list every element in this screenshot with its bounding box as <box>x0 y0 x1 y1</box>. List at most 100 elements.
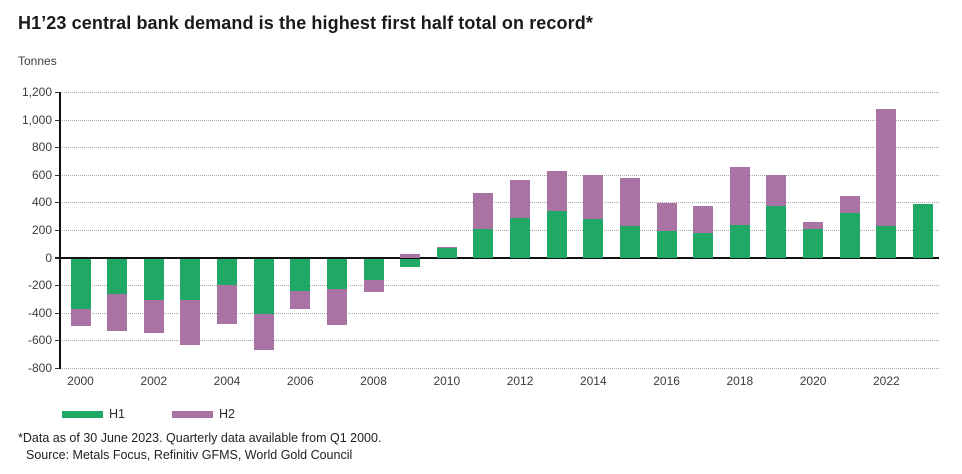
y-tick-1000 <box>55 119 59 121</box>
gridline--600 <box>60 340 939 342</box>
legend-item-h1: H1 <box>62 407 125 421</box>
bar-2017-h2 <box>693 205 714 233</box>
x-tick-label-2008: 2008 <box>360 374 387 388</box>
h1-color-swatch <box>62 410 103 418</box>
bar-2000-h2 <box>70 308 91 326</box>
bar-2016-h2 <box>656 203 677 232</box>
bar-2005-h1 <box>253 258 274 316</box>
y-tick--400 <box>55 312 59 314</box>
gridline-400 <box>60 202 939 204</box>
bar-2022-h1 <box>876 225 897 258</box>
bar-2009-h2 <box>400 254 421 258</box>
footnote: *Data as of 30 June 2023. Quarterly data… <box>18 431 382 445</box>
y-tick-label-600: 600 <box>31 167 52 182</box>
gridline--200 <box>60 285 939 287</box>
y-tick-label-1000: 1,000 <box>21 112 52 127</box>
legend-item-h2: H2 <box>171 407 235 421</box>
bar-2007-h2 <box>326 289 347 326</box>
bar-2018-h1 <box>729 225 750 258</box>
bar-2019-h2 <box>766 174 787 206</box>
chart-legend: H1 H2 <box>62 407 235 421</box>
gridline--800 <box>60 368 939 369</box>
y-tick-600 <box>55 174 59 176</box>
y-axis-line <box>59 92 61 369</box>
bar-2021-h2 <box>839 195 860 214</box>
y-tick-label-0: 0 <box>45 250 52 265</box>
bar-2003-h1 <box>180 258 201 302</box>
bar-2017-h1 <box>693 232 714 258</box>
y-tick-label--200: -200 <box>27 278 52 293</box>
gridline-200 <box>60 230 939 231</box>
gridline-600 <box>60 174 939 176</box>
x-tick-label-2002: 2002 <box>140 374 168 388</box>
h2-color-swatch <box>171 410 213 418</box>
x-tick-label-2014: 2014 <box>579 374 607 388</box>
y-tick-label--400: -400 <box>27 305 52 320</box>
y-tick-200 <box>55 230 59 231</box>
legend-label-h1: H1 <box>109 407 125 421</box>
zero-baseline <box>55 256 939 259</box>
y-tick--600 <box>55 340 59 342</box>
bar-2014-h2 <box>583 174 604 219</box>
x-tick-label-2022: 2022 <box>873 374 900 388</box>
x-tick-label-2010: 2010 <box>433 374 461 388</box>
gridline-800 <box>60 147 939 149</box>
bar-2023-h1 <box>913 203 933 258</box>
bar-2011-h2 <box>473 192 494 230</box>
bar-2012-h1 <box>510 218 531 258</box>
bar-2019-h1 <box>766 205 787 258</box>
gridline-1000 <box>60 119 939 121</box>
y-tick-label-800: 800 <box>31 140 52 155</box>
bar-2012-h2 <box>510 179 531 219</box>
y-tick-800 <box>55 147 59 149</box>
bar-2010-h1 <box>436 247 457 258</box>
bar-2000-h1 <box>70 258 91 310</box>
bar-2007-h1 <box>326 258 347 291</box>
y-tick-label--800: -800 <box>27 361 52 375</box>
bar-2013-h2 <box>546 171 567 211</box>
legend-label-h2: H2 <box>218 407 235 421</box>
bar-2015-h1 <box>619 225 640 258</box>
source-line: Source: Metals Focus, Refinitiv GFMS, Wo… <box>26 448 353 462</box>
x-tick-label-2018: 2018 <box>726 374 754 388</box>
bar-2020-h1 <box>803 229 824 258</box>
y-tick-label-200: 200 <box>31 223 52 237</box>
bar-2008-h2 <box>363 279 384 293</box>
gridline-1200 <box>60 92 939 93</box>
y-tick--200 <box>55 285 59 287</box>
x-tick-label-2012: 2012 <box>506 374 534 388</box>
y-tick-label-400: 400 <box>31 195 52 210</box>
plot-area <box>55 92 939 369</box>
y-tick--800 <box>55 368 59 369</box>
bar-2001-h1 <box>107 258 128 296</box>
bar-2021-h1 <box>839 213 860 258</box>
central-bank-demand-chart: H1’23 central bank demand is the highest… <box>18 13 939 388</box>
bar-2010-h2 <box>436 246 457 248</box>
bar-2006-h2 <box>290 291 311 310</box>
y-tick-label--600: -600 <box>27 333 52 348</box>
bar-2014-h1 <box>583 218 604 258</box>
y-tick-1200 <box>55 92 59 93</box>
bar-2022-h2 <box>876 108 897 226</box>
bar-2004-h1 <box>217 258 238 287</box>
bar-2002-h2 <box>143 300 164 333</box>
bar-2020-h2 <box>803 222 824 230</box>
x-tick-label-2016: 2016 <box>653 374 680 388</box>
bar-2011-h1 <box>473 229 494 258</box>
bar-2008-h1 <box>363 258 384 281</box>
bar-2002-h1 <box>143 258 164 302</box>
chart-title: H1’23 central bank demand is the highest… <box>18 13 593 33</box>
x-tick-label-2000: 2000 <box>67 374 94 388</box>
x-tick-label-2004: 2004 <box>213 374 241 388</box>
bar-2005-h2 <box>253 314 274 351</box>
bar-2013-h1 <box>546 210 567 258</box>
bar-2015-h2 <box>619 178 640 226</box>
bar-2003-h2 <box>180 300 201 345</box>
bar-2006-h1 <box>290 258 311 293</box>
gridline--400 <box>60 312 939 314</box>
x-tick-label-2020: 2020 <box>799 374 827 388</box>
y-axis-unit-label: Tonnes <box>18 54 57 68</box>
y-tick-label-1200: 1,200 <box>21 85 52 99</box>
x-tick-label-2006: 2006 <box>286 374 314 388</box>
bar-2001-h2 <box>107 294 128 332</box>
